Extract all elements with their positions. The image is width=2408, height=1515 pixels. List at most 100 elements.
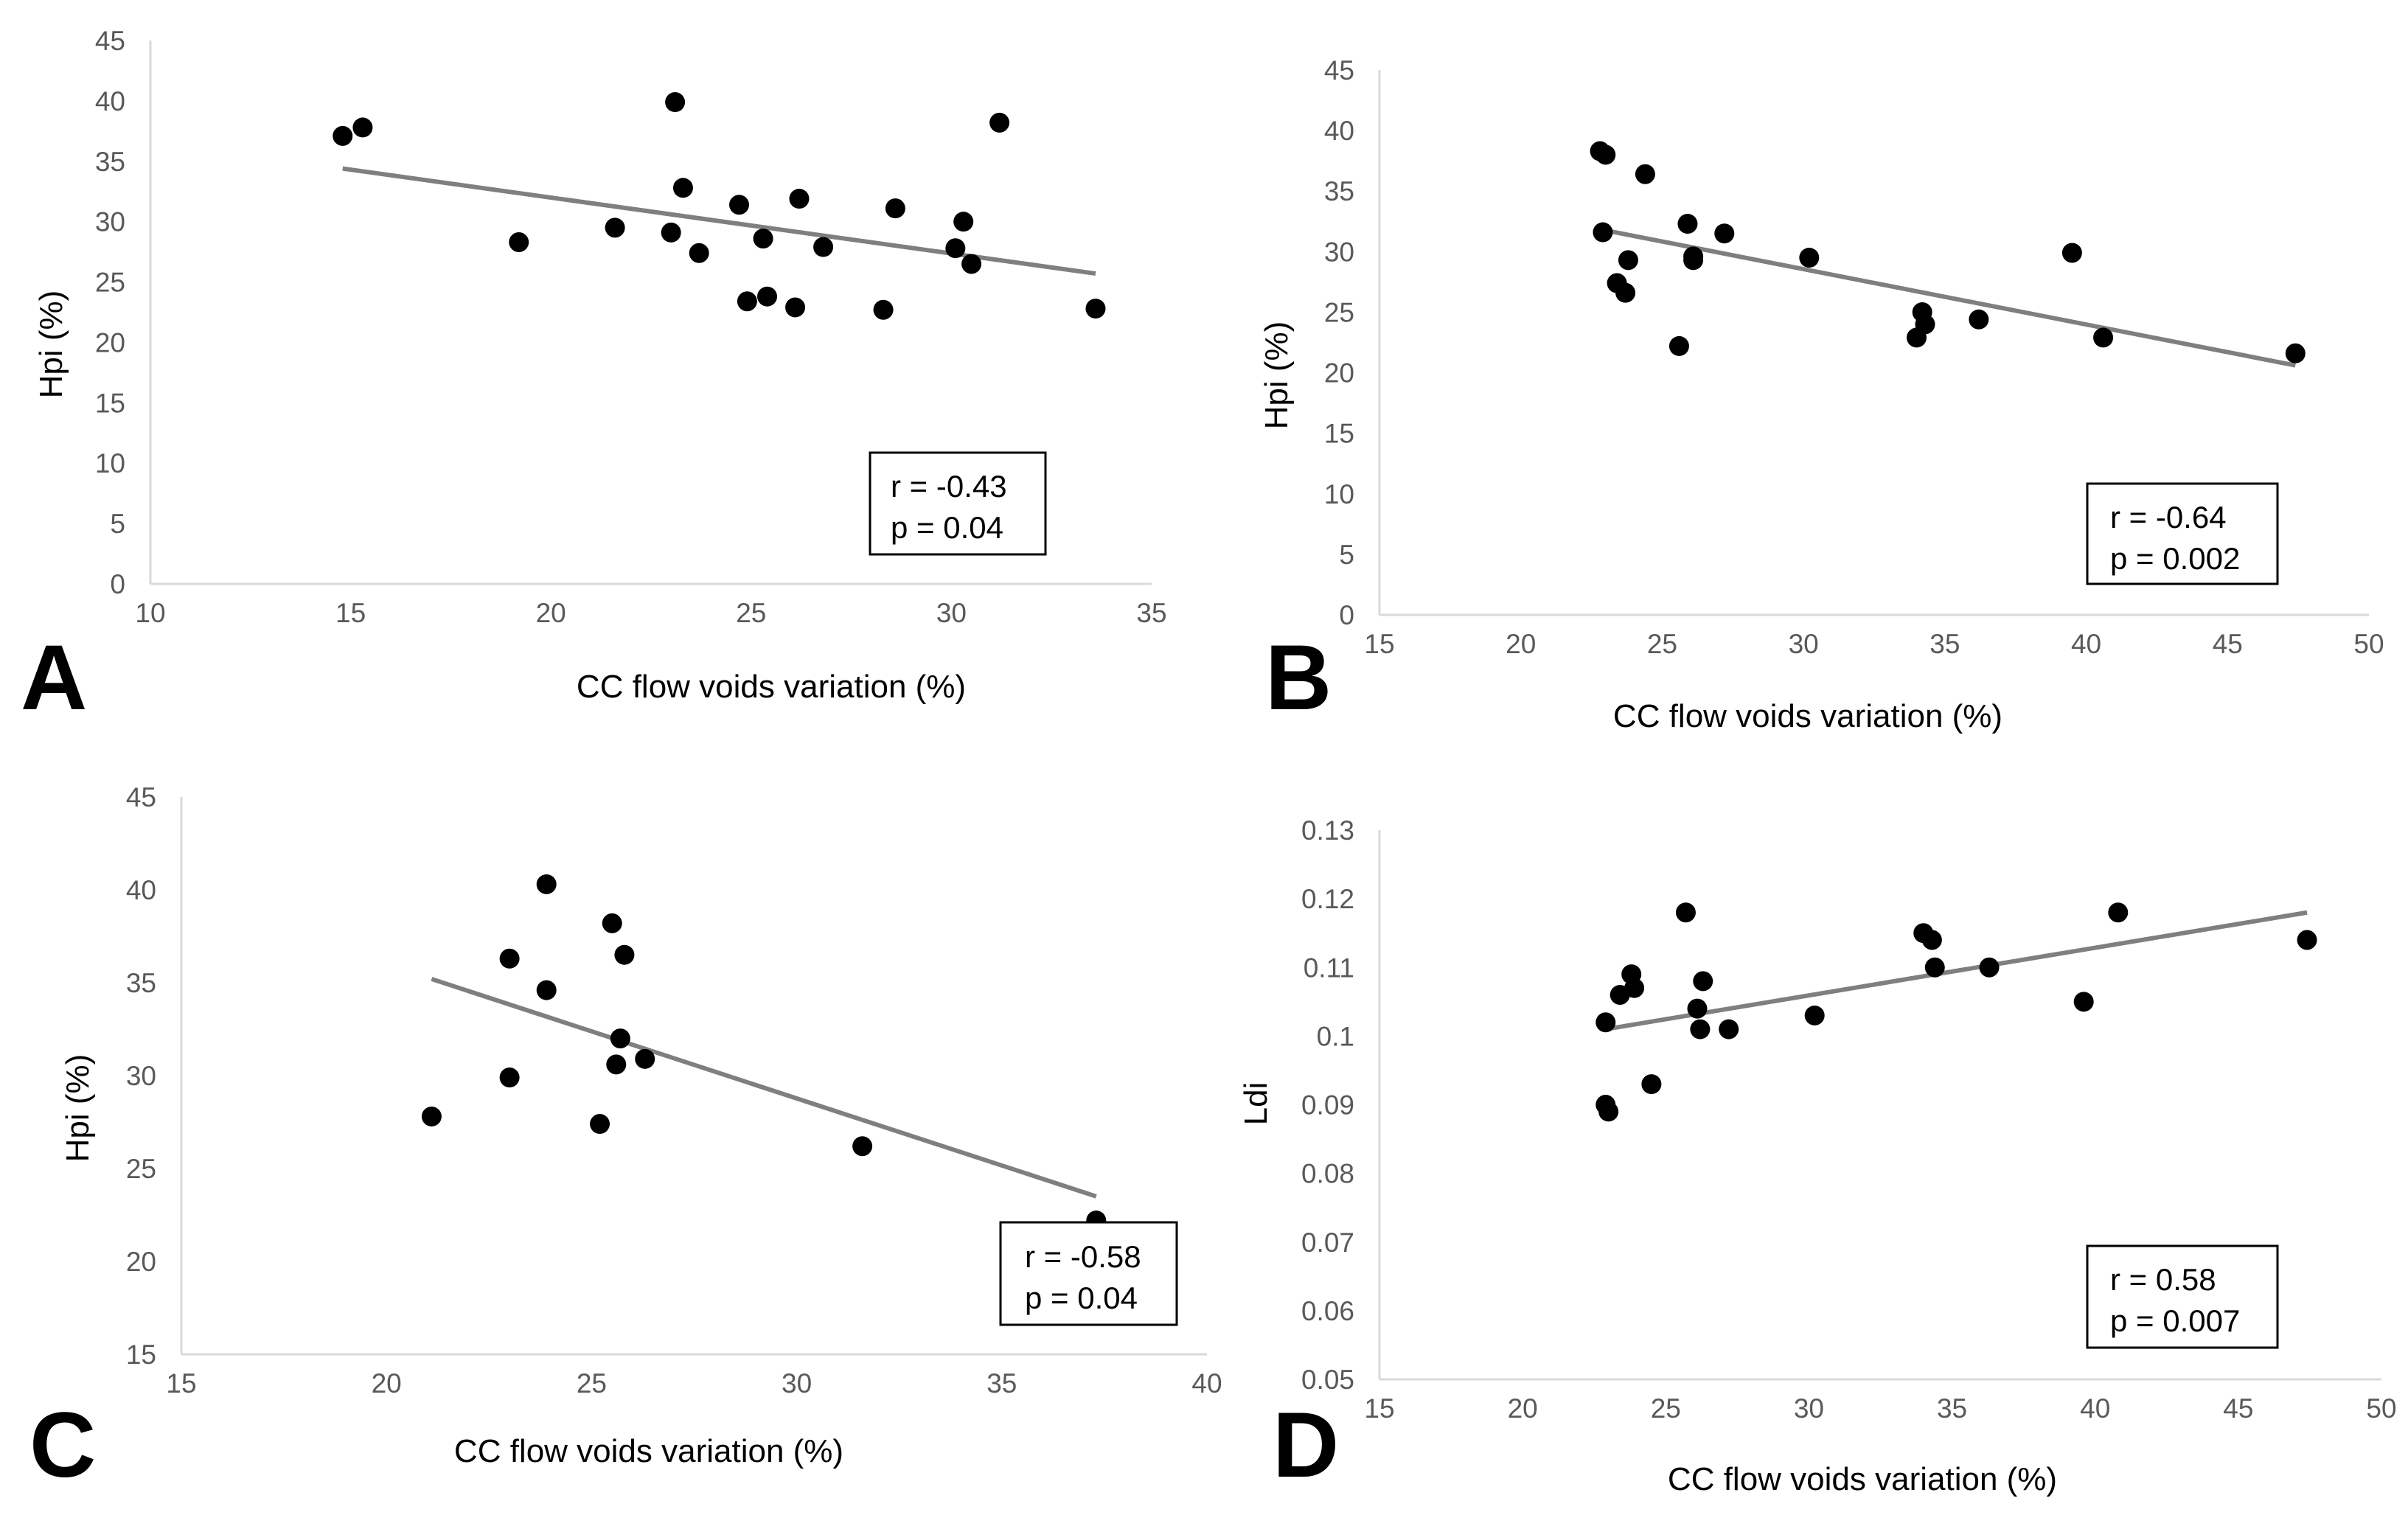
y-tick-label: 30 (126, 1061, 156, 1091)
x-tick-label: 10 (135, 598, 165, 628)
panel-c: 15 20 25 30 35 40 15 20 25 30 35 40 45 r = -0.58 p =… (29, 782, 1222, 1497)
panel-d-trendline-group (1605, 910, 2308, 1032)
y-tick-label: 15 (126, 1340, 156, 1370)
panel-d-annotation: r = 0.58 p = 0.007 (2086, 1244, 2279, 1349)
panel-letter-a: A (21, 627, 87, 729)
x-tick-label: 20 (536, 598, 566, 628)
annotation-p: p = 0.002 (2110, 541, 2240, 576)
y-tick-label: 35 (95, 147, 125, 177)
y-tick-label: 15 (1324, 419, 1354, 449)
data-point (785, 297, 806, 318)
data-point (1635, 164, 1655, 184)
x-tick-label: 20 (1508, 1393, 1538, 1424)
data-point (1085, 299, 1106, 319)
data-point (2108, 902, 2129, 923)
x-tick-label: 25 (1647, 629, 1677, 659)
data-point (945, 238, 966, 259)
panel-c-trendline-group (431, 977, 1097, 1199)
data-point (610, 1028, 630, 1049)
y-tick-label: 25 (1324, 297, 1354, 327)
data-point (989, 112, 1010, 133)
annotation-box (869, 451, 1047, 556)
data-point (1593, 222, 1613, 243)
data-point (614, 944, 635, 965)
x-tick-label: 40 (2080, 1393, 2110, 1424)
y-tick-label: 35 (126, 968, 156, 998)
y-tick-label: 40 (95, 86, 125, 116)
data-point (352, 117, 373, 138)
panel-a: 10 15 20 25 30 35 0 5 10 15 20 25 30 35 40 45 r = -0.43… (21, 26, 1167, 729)
panel-b-points (1590, 141, 2306, 363)
data-point (2073, 992, 2094, 1012)
data-point (1714, 223, 1735, 244)
data-point (509, 232, 529, 253)
x-axis-title: CC flow voids variation (%) (454, 1433, 843, 1469)
annotation-box (999, 1221, 1178, 1326)
data-point (606, 1054, 627, 1075)
annotation-r: r = -0.64 (2110, 500, 2227, 534)
panel-b-trendline-group (1602, 227, 2296, 368)
x-tick-label: 15 (1364, 1393, 1394, 1424)
data-point (2297, 930, 2317, 950)
data-point (1693, 971, 1713, 992)
data-point (1683, 246, 1704, 267)
data-point (1915, 314, 1935, 335)
data-point (536, 980, 557, 1000)
data-point (1618, 250, 1638, 271)
y-tick-label: 0.07 (1301, 1227, 1354, 1258)
y-axis-title: Hpi (%) (33, 290, 69, 399)
data-point (635, 1048, 655, 1069)
trendline (1605, 910, 2308, 1032)
panel-letter-d: D (1273, 1394, 1339, 1497)
trendline (342, 166, 1096, 276)
data-point (1615, 282, 1636, 303)
panel-c-axes: 15 20 25 30 35 40 15 20 25 30 35 40 45 (126, 782, 1222, 1399)
panel-d-points (1596, 902, 2317, 1122)
data-point (689, 243, 709, 263)
y-tick-label: 0 (110, 569, 125, 599)
data-point (1596, 1012, 1616, 1033)
y-tick-label: 0.08 (1301, 1159, 1354, 1189)
annotation-box (2086, 482, 2279, 585)
x-tick-label: 30 (1789, 629, 1819, 659)
panel-c-points (421, 874, 1107, 1231)
panel-a-annotation: r = -0.43 p = 0.04 (869, 451, 1047, 556)
panel-d-axes: 15 20 25 30 35 40 45 50 0.05 0.06 0.07 0.08 0.09 0.1 0… (1301, 815, 2397, 1424)
data-point (753, 229, 773, 249)
x-tick-label: 15 (166, 1368, 196, 1399)
data-point (333, 125, 353, 146)
data-point (1598, 1101, 1619, 1122)
annotation-r: r = -0.43 (891, 469, 1007, 504)
data-point (1979, 957, 2000, 978)
data-point (1969, 309, 1989, 330)
x-tick-label: 50 (2366, 1393, 2396, 1424)
annotation-box (2086, 1244, 2279, 1349)
y-tick-label: 25 (126, 1154, 156, 1184)
y-tick-label: 5 (1339, 540, 1354, 570)
data-point (953, 212, 974, 232)
data-point (789, 189, 810, 209)
data-point (1675, 902, 1696, 923)
y-tick-label: 25 (95, 268, 125, 298)
y-tick-label: 40 (126, 875, 156, 905)
data-point (1690, 1019, 1711, 1039)
y-tick-label: 45 (1324, 55, 1354, 86)
x-tick-label: 40 (2071, 629, 2101, 659)
panel-b: 15 20 25 30 35 40 45 50 0 5 10 15 20 25 30 35 40 45 r = -… (1259, 55, 2384, 734)
y-axis-title: Ldi (1238, 1082, 1274, 1126)
y-tick-label: 30 (1324, 237, 1354, 267)
data-point (602, 913, 622, 933)
y-tick-label: 10 (1324, 479, 1354, 509)
data-point (2285, 343, 2306, 363)
panel-a-trendline-group (342, 166, 1096, 276)
y-tick-label: 0.09 (1301, 1090, 1354, 1121)
data-point (1641, 1074, 1662, 1095)
data-point (590, 1114, 610, 1135)
x-tick-label: 50 (2353, 629, 2384, 659)
annotation-p: p = 0.04 (891, 510, 1003, 545)
data-point (1924, 957, 1945, 978)
y-tick-label: 0.05 (1301, 1365, 1354, 1395)
y-tick-label: 35 (1324, 176, 1354, 206)
panel-c-annotation: r = -0.58 p = 0.04 (999, 1221, 1178, 1326)
